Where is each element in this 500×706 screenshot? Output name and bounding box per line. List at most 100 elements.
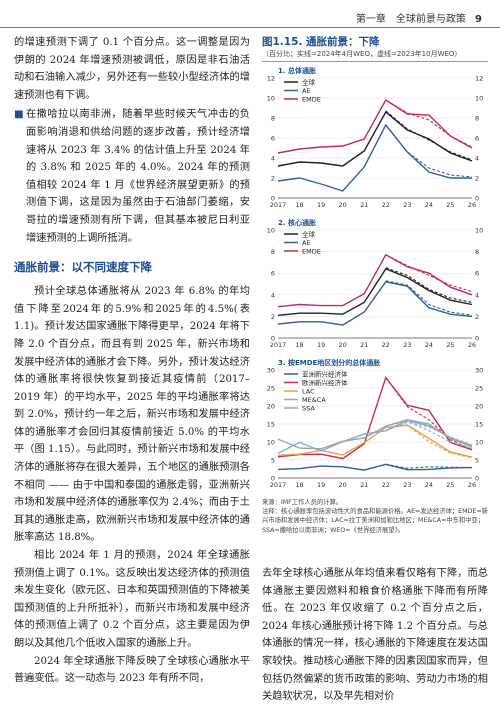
legend-label: 亚洲新兴经济体	[302, 370, 348, 379]
x-tick-label: 23	[403, 481, 411, 489]
series-line-dashed	[385, 99, 473, 148]
paragraph-4: 去年全球核心通胀从年均值来看仅略有下降，而总体通胀主要因燃料和粮食价格通胀下降而…	[262, 568, 488, 703]
y-tick-label: 30	[475, 367, 483, 375]
x-tick-label: 25	[446, 481, 454, 489]
section-title: 通胀前景：以不同速度下降	[14, 260, 152, 275]
x-tick-label: 20	[339, 201, 347, 209]
bullet-list: ■ 在撒哈拉以南非洲，随着早些时候天气冲击的负面影响消退和供给问题的逐步改善，预…	[14, 106, 250, 247]
left-column: 的增速预测下调了 0.1 个百分点。这一调整是因为伊朗的 2024 年增速预测被…	[14, 34, 250, 688]
series-line	[277, 268, 473, 316]
page-number: 9	[475, 14, 482, 25]
bullet-text: 在撒哈拉以南非洲，随着早些时候天气冲击的负面影响消退和供给问题的逐步改善，预计经…	[26, 109, 250, 244]
y-tick-label: 2	[475, 313, 479, 321]
y-tick-label: 10	[267, 227, 275, 235]
y-tick-label: 12	[267, 75, 275, 83]
y-tick-label: 0	[475, 335, 479, 343]
y-tick-label: 6	[475, 270, 479, 278]
legend-label: 全球	[302, 230, 316, 239]
series-line	[277, 110, 473, 167]
right-column-text: 去年全球核心通胀从年均值来看仅略有下降，而总体通胀主要因燃料和粮食价格通胀下降而…	[262, 565, 488, 706]
figure: 图1.15. 通胀前景：下降 （百分比；实线=2024年4月WEO，虚线=202…	[262, 34, 488, 535]
chart-title: 2. 核心通胀	[278, 218, 316, 227]
series-line-dashed	[385, 421, 473, 446]
x-tick-label: 25	[446, 201, 454, 209]
y-tick-label: 10	[267, 95, 275, 103]
legend-label: EMDE	[302, 96, 321, 104]
series-line-dashed	[385, 267, 473, 303]
x-tick-label: 19	[317, 201, 325, 209]
x-tick-label: 2017	[270, 481, 287, 489]
series-line-dashed	[385, 420, 473, 450]
x-tick-label: 26	[468, 341, 476, 349]
y-tick-label: 8	[475, 248, 479, 256]
y-tick-label: 6	[271, 270, 275, 278]
series-line	[277, 463, 473, 471]
x-tick-label: 2017	[270, 341, 287, 349]
x-tick-label: 25	[446, 341, 454, 349]
series-line-dashed	[385, 280, 473, 316]
x-tick-label: 24	[425, 201, 433, 209]
y-tick-label: 10	[475, 227, 483, 235]
y-tick-label: 0	[271, 335, 275, 343]
legend-label: AE	[302, 87, 311, 95]
legend-label: ME&CA	[302, 396, 326, 404]
chapter-title: 第一章 全球前景与政策	[355, 14, 466, 25]
y-tick-label: 5	[475, 457, 479, 465]
y-tick-label: 10	[267, 439, 275, 447]
x-tick-label: 22	[382, 341, 390, 349]
running-head: 第一章 全球前景与政策 9	[356, 10, 482, 25]
paragraph-1: 预计全球总体通胀将从 2023 年 6.8% 的年均值下降至2024年的5.9%…	[14, 286, 250, 544]
figure-subtitle: （百分比；实线=2024年4月WEO，虚线=2023年10月WEO）	[262, 49, 488, 62]
legend-label: 欧洲新兴经济体	[302, 378, 348, 387]
chart-title: 1. 总体通胀	[278, 66, 316, 75]
y-tick-label: 15	[267, 421, 275, 429]
bullet-icon: ■	[14, 109, 24, 121]
x-tick-label: 20	[339, 341, 347, 349]
y-tick-label: 12	[475, 75, 483, 83]
y-tick-label: 30	[267, 367, 275, 375]
series-line	[277, 376, 473, 460]
y-tick-label: 4	[475, 291, 479, 299]
series-line-dashed	[385, 124, 473, 178]
x-tick-label: 24	[425, 341, 433, 349]
y-tick-label: 8	[475, 115, 479, 123]
series-line-dashed	[385, 463, 473, 469]
y-tick-label: 20	[267, 403, 275, 411]
y-tick-label: 8	[271, 115, 275, 123]
series-line-dashed	[385, 110, 473, 161]
y-tick-label: 2	[475, 175, 479, 183]
y-tick-label: 0	[475, 195, 479, 203]
x-tick-label: 21	[360, 201, 368, 209]
series-line-dashed	[385, 254, 473, 293]
y-tick-label: 25	[267, 385, 275, 393]
series-line	[277, 99, 473, 154]
x-tick-label: 21	[360, 341, 368, 349]
y-tick-label: 6	[271, 135, 275, 143]
x-tick-label: 19	[317, 481, 325, 489]
x-tick-label: 21	[360, 481, 368, 489]
x-tick-label: 18	[295, 341, 303, 349]
legend-label: LAC	[302, 388, 315, 396]
y-tick-label: 15	[475, 421, 483, 429]
series-line-dashed	[385, 377, 473, 451]
x-tick-label: 22	[382, 481, 390, 489]
y-tick-label: 4	[271, 291, 275, 299]
chart-title: 3. 按EMDE地区划分的总体通胀	[278, 358, 380, 367]
chart-emde-regional-inflation: 0 0 5 5 10 10 15 15 20 20 25 25 30 30 2017 18 19 20 21 22 23…	[262, 356, 488, 492]
x-tick-label: 23	[403, 201, 411, 209]
x-tick-label: 22	[382, 201, 390, 209]
legend-label: 全球	[302, 78, 316, 87]
x-tick-label: 26	[468, 201, 476, 209]
legend-label: AE	[302, 239, 311, 247]
x-tick-label: 24	[425, 481, 433, 489]
chart-background	[262, 216, 488, 352]
x-tick-label: 2017	[270, 201, 287, 209]
y-tick-label: 2	[271, 175, 275, 183]
figure-title: 图1.15. 通胀前景：下降	[262, 36, 380, 48]
paragraph-top: 的增速预测下调了 0.1 个百分点。这一调整是因为伊朗的 2024 年增速预测被…	[14, 37, 250, 101]
legend-label: SSA	[302, 405, 315, 413]
paragraph-2: 相比 2024 年 1 月的预测，2024 年全球通胀预测值上调了 0.1%。这…	[14, 550, 250, 649]
y-tick-label: 4	[271, 155, 275, 163]
x-tick-label: 18	[295, 481, 303, 489]
